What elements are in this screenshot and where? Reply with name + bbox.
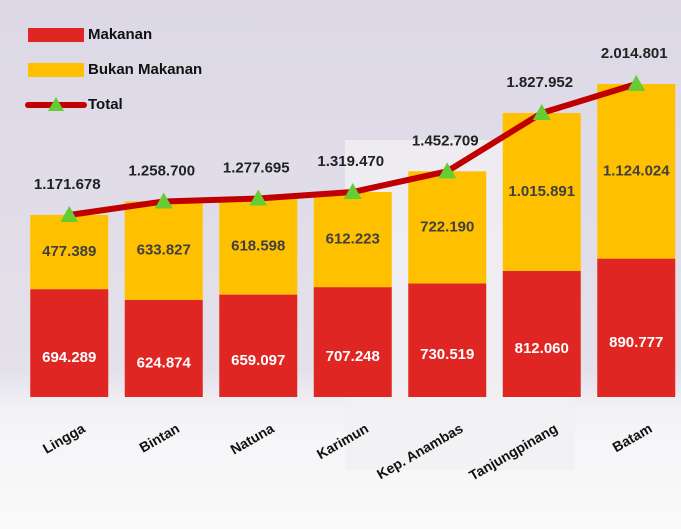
total-marker xyxy=(438,162,457,179)
total-marker xyxy=(249,189,268,206)
total-label: 1.171.678 xyxy=(34,176,101,193)
bar-segment xyxy=(597,84,676,259)
bar-segment xyxy=(313,192,392,288)
value-label: 722.190 xyxy=(420,218,474,235)
value-label: 707.248 xyxy=(326,348,380,365)
value-label: 890.777 xyxy=(609,334,663,351)
value-label: 477.389 xyxy=(42,243,96,260)
bar-segment xyxy=(597,258,676,397)
total-marker xyxy=(60,205,79,222)
bar-segment xyxy=(30,214,109,290)
bar-segment xyxy=(408,171,487,284)
total-label: 1.319.470 xyxy=(317,153,384,170)
value-label: 633.827 xyxy=(137,242,191,259)
total-marker xyxy=(627,75,646,91)
bar-segment xyxy=(502,270,581,397)
total-marker xyxy=(343,183,362,200)
value-label: 1.124.024 xyxy=(603,162,670,179)
legend-swatch xyxy=(28,28,84,42)
value-label: 612.223 xyxy=(326,231,380,248)
total-marker xyxy=(154,192,173,209)
legend-label: Total xyxy=(88,96,123,113)
bar-segment xyxy=(30,289,109,397)
value-label: 659.097 xyxy=(231,352,285,369)
value-label: 1.015.891 xyxy=(508,183,575,200)
bar-segment xyxy=(502,113,581,271)
legend-label: Bukan Makanan xyxy=(88,61,202,78)
legend-marker xyxy=(48,97,64,111)
bar-segment xyxy=(219,294,298,397)
total-label: 1.258.700 xyxy=(128,162,195,179)
total-label: 1.827.952 xyxy=(506,74,573,91)
value-label: 624.874 xyxy=(137,354,192,371)
value-label: 812.060 xyxy=(515,340,569,357)
legend-swatch xyxy=(28,63,84,77)
total-marker xyxy=(532,104,551,121)
legend-label: Makanan xyxy=(88,26,152,43)
total-label: 2.014.801 xyxy=(601,45,668,62)
bar-segment xyxy=(313,287,392,397)
total-label: 1.277.695 xyxy=(223,159,290,176)
value-label: 694.289 xyxy=(42,349,96,366)
bar-segment xyxy=(408,283,487,397)
value-label: 618.598 xyxy=(231,238,285,255)
value-label: 730.519 xyxy=(420,346,474,363)
bar-segment xyxy=(219,198,298,295)
bar-segment xyxy=(124,299,203,397)
total-label: 1.452.709 xyxy=(412,132,479,149)
bar-segment xyxy=(124,201,203,300)
